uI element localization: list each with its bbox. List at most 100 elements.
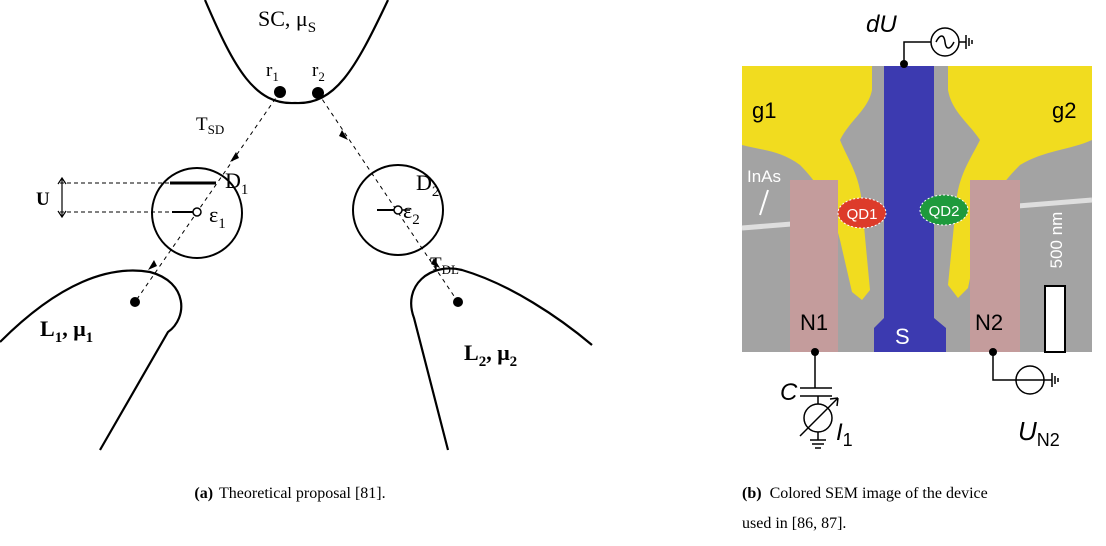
label-inas: InAs xyxy=(747,167,781,186)
ammeter xyxy=(803,403,833,433)
t: 1 xyxy=(241,182,249,198)
n1-wire xyxy=(800,352,832,449)
t: 1 xyxy=(272,69,279,84)
t: 2 xyxy=(510,354,518,370)
label-g1: g1 xyxy=(752,98,776,123)
qd2 xyxy=(919,194,969,226)
l1-lead xyxy=(0,269,183,451)
t: L xyxy=(40,316,55,341)
t: 2 xyxy=(318,69,325,84)
t: D xyxy=(416,170,432,195)
label-un2: UN2 xyxy=(1018,416,1060,450)
label-d1: D1 xyxy=(225,168,248,198)
circuit xyxy=(799,27,1059,449)
label-sc: SC, μS xyxy=(258,6,316,36)
t: 1 xyxy=(218,216,226,232)
t: ε xyxy=(403,198,412,223)
panel-b xyxy=(741,27,1093,449)
t: D xyxy=(225,168,241,193)
ac-symbol xyxy=(935,35,955,49)
l2-dot xyxy=(453,297,463,307)
label-l1: L1, μ1 xyxy=(40,316,93,346)
label-n1: N1 xyxy=(800,310,828,335)
t: Colored SEM image of the device xyxy=(770,485,988,502)
panel-b-labels: dU g1 g2 InAs QD1 QD2 500 nm N1 S N2 C I… xyxy=(747,11,1076,450)
label-g2: g2 xyxy=(1052,98,1076,123)
arrowheads xyxy=(148,130,440,270)
t: 2 xyxy=(432,184,440,200)
electrode-n1 xyxy=(790,180,838,352)
d2-circle xyxy=(352,164,444,256)
r1-dot xyxy=(274,86,286,98)
scale-bar xyxy=(1044,285,1066,353)
t: DL xyxy=(442,262,459,277)
label-s: S xyxy=(895,324,910,349)
t: SD xyxy=(208,122,225,137)
t: 1 xyxy=(843,430,853,450)
t: L xyxy=(464,340,479,365)
t: r xyxy=(312,60,319,81)
caption-b-line2: used in [86, 87]. xyxy=(742,515,846,532)
t: SC, μ xyxy=(258,6,308,31)
level-e1-dot xyxy=(192,207,202,217)
r2-dot xyxy=(312,87,324,99)
label-tdl: TDL xyxy=(430,254,459,277)
label-i1: I1 xyxy=(836,419,853,450)
t: 2 xyxy=(479,354,487,370)
t: , μ xyxy=(486,340,510,365)
l2-lead xyxy=(410,267,593,451)
node xyxy=(811,348,819,356)
path-lines xyxy=(134,91,459,303)
sc-lead xyxy=(203,0,389,105)
caption-a: (a) Theoretical proposal [81]. xyxy=(194,485,385,502)
t: I xyxy=(836,419,843,446)
gate-g2 xyxy=(948,66,1092,298)
label-qd2: QD2 xyxy=(929,203,960,220)
t: N2 xyxy=(1037,430,1060,450)
d1-circle xyxy=(151,167,243,259)
t: 1 xyxy=(86,330,94,346)
t: ε xyxy=(209,202,218,227)
label-n2: N2 xyxy=(975,310,1003,335)
label-u: U xyxy=(36,189,50,210)
label-qd1: QD1 xyxy=(847,206,878,223)
label-scale: 500 nm xyxy=(1047,212,1066,269)
electrode-n2 xyxy=(970,180,1020,352)
label-r2: r2 xyxy=(312,60,325,84)
inas-pointer xyxy=(759,189,769,216)
label-du: dU xyxy=(866,11,897,38)
superconductor-s xyxy=(874,66,946,352)
t: (a) xyxy=(194,485,213,502)
caption-b-line1: (b) Colored SEM image of the device xyxy=(742,485,988,502)
ammeter-arrow xyxy=(799,397,839,437)
u-arrow xyxy=(57,176,67,219)
gate-g1 xyxy=(742,66,872,300)
t: 1 xyxy=(55,330,63,346)
label-e1: ε1 xyxy=(209,202,226,232)
t: , μ xyxy=(62,316,86,341)
label-tsd: TSD xyxy=(196,114,224,137)
panel-a xyxy=(0,0,593,451)
t: Theoretical proposal [81]. xyxy=(219,485,386,502)
label-r1: r1 xyxy=(266,60,279,84)
ac-source xyxy=(930,27,960,57)
t: U xyxy=(1018,416,1037,446)
n2-wire xyxy=(992,352,1059,387)
du-wire xyxy=(903,35,973,66)
caption-b: (b) Colored SEM image of the device used … xyxy=(742,485,988,532)
label-e2: ε2 xyxy=(403,198,420,228)
node xyxy=(900,60,908,68)
t: T xyxy=(196,114,208,135)
t: r xyxy=(266,60,273,81)
node xyxy=(989,348,997,356)
u-lines xyxy=(60,182,170,213)
l1-dot xyxy=(130,297,140,307)
t: (b) xyxy=(742,485,762,502)
label-l2: L2, μ2 xyxy=(464,340,517,370)
panel-a-labels: SC, μS r1 r2 TSD U D1 ε1 D2 ε2 TDL L1, μ… xyxy=(36,6,517,502)
level-e2-dot xyxy=(393,205,403,215)
label-c: C xyxy=(780,379,798,406)
t: 2 xyxy=(412,212,420,228)
t: S xyxy=(308,20,316,36)
